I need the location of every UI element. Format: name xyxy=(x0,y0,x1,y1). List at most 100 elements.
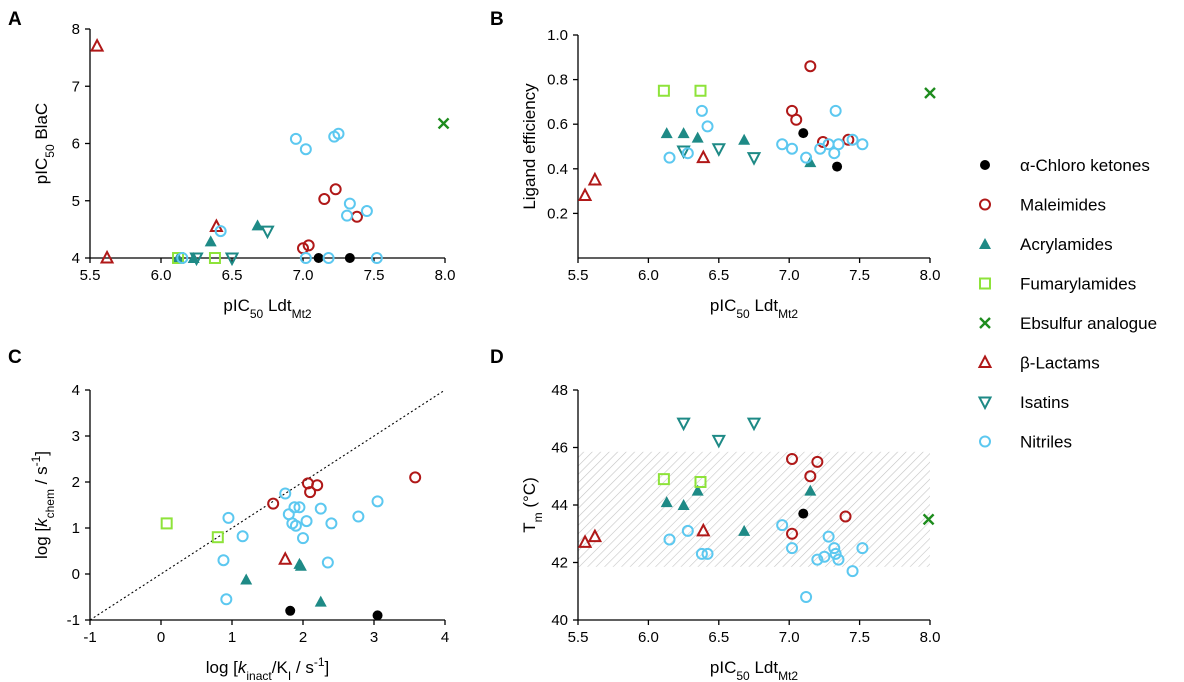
point-acrylamide xyxy=(204,235,217,247)
point-ebsulfur xyxy=(924,87,936,99)
point-nitrile xyxy=(341,209,354,222)
point-acrylamide xyxy=(660,127,673,139)
legend-item-acrylamide: Acrylamides xyxy=(979,235,1113,254)
x-tick-label: 8.0 xyxy=(920,267,941,284)
y-tick-label: 4 xyxy=(72,382,80,399)
x-tick-label: 8.0 xyxy=(435,267,456,284)
point-fumarylamide xyxy=(160,517,173,530)
point-chloro xyxy=(344,253,355,263)
y-tick-label: 48 xyxy=(551,382,568,399)
point-lactam xyxy=(587,171,603,186)
x-tick-label: 6.0 xyxy=(638,629,659,646)
y-tick-label: 0.4 xyxy=(547,161,568,178)
point-nitrile xyxy=(832,553,845,566)
point-maleimide xyxy=(786,453,799,465)
point-nitrile xyxy=(288,501,301,514)
y-tick-label: 2 xyxy=(72,474,80,491)
legend-marker-acrylamide xyxy=(979,238,991,249)
x-tick-label: 4 xyxy=(441,629,449,646)
point-maleimide xyxy=(804,60,817,73)
x-tick-label: 0 xyxy=(157,629,165,646)
x-tick-label: 6.5 xyxy=(222,267,243,284)
point-maleimide xyxy=(816,136,829,149)
point-chloro xyxy=(798,508,809,519)
point-nitrile xyxy=(663,533,676,546)
point-maleimide xyxy=(790,113,803,126)
point-acrylamide xyxy=(660,496,673,508)
y-tick-label: -1 xyxy=(67,612,80,629)
point-nitrile xyxy=(681,147,694,160)
point-nitrile xyxy=(811,553,824,566)
x-tick-label: 7.0 xyxy=(293,267,314,284)
tm-reference-band xyxy=(578,451,930,567)
point-fumarylamide xyxy=(172,252,185,264)
point-nitrile xyxy=(828,542,841,555)
point-nitrile xyxy=(217,554,230,567)
legend-marker-ebsulfur xyxy=(979,317,991,329)
x-tick-label: 6.5 xyxy=(708,629,729,646)
point-fumarylamide xyxy=(657,84,670,97)
legend-item-fumarylamide: Fumarylamides xyxy=(979,275,1136,294)
point-fumarylamide xyxy=(208,252,221,264)
panel-letter: D xyxy=(490,347,504,368)
chart-panels: A 5.5 6.0 6.5 7.0 7.5 8.0 4 5 6 7 8 pIC50 LdtMt2 pIC5… xyxy=(8,9,940,682)
y-axis-label: Tm (°C) xyxy=(520,477,545,533)
point-nitrile xyxy=(829,547,842,560)
point-nitrile xyxy=(856,138,869,151)
x-tick-label: 8.0 xyxy=(920,629,941,646)
point-lactam xyxy=(99,249,115,264)
x-tick-label: 5.5 xyxy=(568,267,589,284)
x-tick-label: 7.0 xyxy=(779,629,800,646)
point-lactam xyxy=(577,534,593,548)
point-nitrile xyxy=(786,542,799,555)
legend-label: β-Lactams xyxy=(1020,354,1100,373)
legend-marker-isatin xyxy=(977,396,993,411)
point-nitrile xyxy=(343,197,356,210)
x-tick-label: 1 xyxy=(228,629,236,646)
x-tick-label: 7.5 xyxy=(849,267,870,284)
point-lactam xyxy=(278,551,293,565)
y-axis-label: log [kchem / s-1] xyxy=(29,451,57,559)
x-tick-label: 3 xyxy=(370,629,378,646)
point-chloro xyxy=(313,253,324,263)
point-acrylamide xyxy=(738,524,751,536)
y-tick-label: 8 xyxy=(72,21,80,38)
point-maleimide xyxy=(811,455,824,468)
point-isatin xyxy=(746,152,762,166)
y-axis-label: Ligand efficiency xyxy=(520,83,539,210)
point-nitrile xyxy=(846,133,859,146)
point-nitrile xyxy=(776,138,789,151)
point-isatin xyxy=(676,145,691,160)
legend-label: Nitriles xyxy=(1020,433,1072,452)
point-nitrile xyxy=(856,542,869,555)
point-nitrile xyxy=(800,591,813,603)
point-nitrile xyxy=(314,502,327,515)
point-isatin xyxy=(189,252,204,267)
x-tick-label: 6.0 xyxy=(638,267,659,284)
point-nitrile xyxy=(681,524,694,537)
point-acrylamide xyxy=(677,499,690,510)
point-nitrile xyxy=(695,547,708,560)
x-tick-label: 7.0 xyxy=(779,267,800,284)
y-tick-label: 0.2 xyxy=(547,205,568,222)
point-maleimide xyxy=(839,510,852,523)
point-maleimide xyxy=(304,486,317,499)
point-nitrile xyxy=(663,151,676,164)
point-acrylamide xyxy=(294,559,307,571)
x-tick-label: 5.5 xyxy=(568,629,589,646)
data-points xyxy=(89,38,450,267)
point-fumarylamide xyxy=(694,476,707,488)
x-tick-label: 7.5 xyxy=(849,629,870,646)
point-isatin xyxy=(746,417,762,432)
legend-item-chloro: α-Chloro ketones xyxy=(980,156,1150,175)
y-tick-label: 0 xyxy=(72,566,80,583)
y-tick-label: 6 xyxy=(72,136,80,153)
point-nitrile xyxy=(370,252,383,264)
point-nitrile xyxy=(289,132,302,145)
point-nitrile xyxy=(800,151,813,164)
y-axis-label: pIC50 BlaC xyxy=(32,103,57,184)
legend-item-lactam: β-Lactams xyxy=(977,354,1100,373)
legend-item-ebsulfur: Ebsulfur analogue xyxy=(979,314,1157,333)
point-acrylamide xyxy=(677,127,690,139)
